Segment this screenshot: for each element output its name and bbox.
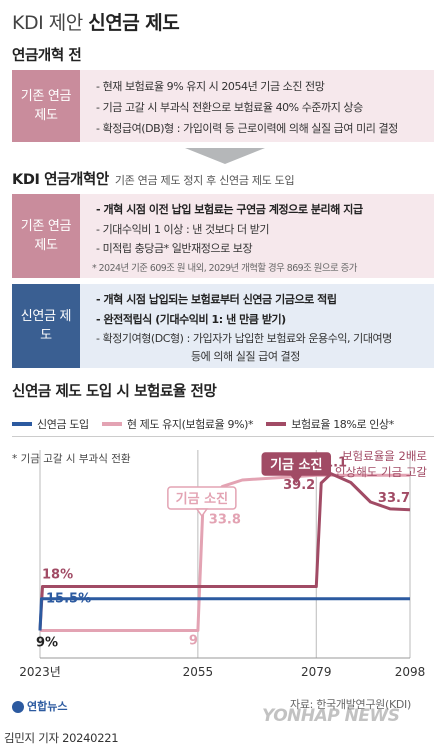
proposal-new-body: - 개혁 시점 납입되는 보험료부터 신연금 기금으로 적립 - 완전적립식 (… <box>82 284 434 368</box>
data-label: 15.5% <box>46 592 91 607</box>
proposal-new-label: 신연금 제도 <box>12 284 80 368</box>
proposal-old-footnote: * 2024년 기준 609조 원 내외, 2029년 개혁할 경우 869조 … <box>92 263 357 274</box>
x-tick-label: 2079 <box>301 665 332 679</box>
proposal-old-line-3: - 미적립 충당금* 일반재정으로 보장 <box>96 242 253 255</box>
brand-logo: 연합뉴스 <box>12 698 67 714</box>
data-label: 18% <box>42 568 73 583</box>
proposal-old-label-text: 기존 연금 제도 <box>20 219 72 253</box>
watermark: YONHAP NEWS <box>262 706 400 726</box>
byline: 김민지 기자 20240221 <box>4 731 119 745</box>
brand-logo-icon <box>12 701 24 713</box>
data-label: 33.7 <box>378 491 410 506</box>
title-prefix: KDI 제안 <box>12 12 83 34</box>
series-line-0 <box>38 597 410 631</box>
legend-label-raise: 보험료율 18%로 인상* <box>291 418 394 431</box>
legend-item-new: 신연금 도입 <box>12 418 89 431</box>
legend-item-keep: 현 제도 유지(보험료율 9%)* <box>101 418 254 431</box>
proposal-note: 기존 연금 제도 정지 후 신연금 제도 도입 <box>114 174 295 187</box>
title-main: 신연금 제도 <box>88 12 180 34</box>
data-label: 9% <box>36 635 58 650</box>
brand-text: 연합뉴스 <box>27 700 68 713</box>
legend-label-keep: 현 제도 유지(보험료율 9%)* <box>126 418 254 431</box>
legend-swatch-keep <box>101 422 122 426</box>
proposal-old-box: 기존 연금 제도 - 개혁 시점 이전 납입 보험료는 구연금 계정으로 분리해… <box>12 194 434 278</box>
chart-note: * 기금 고갈 시 부과식 전환 <box>12 452 131 465</box>
proposal-new-line-4: 등에 의해 실질 급여 결정 <box>191 350 300 363</box>
proposal-heading-text: KDI 연금개혁안 <box>12 172 109 188</box>
source-text: 자료: 한국개발연구원(KDI) <box>290 698 411 711</box>
data-label: 33.8 <box>209 512 241 527</box>
x-tick-label: 2055 <box>183 665 214 679</box>
section-before-heading: 연금개혁 전 <box>12 44 82 65</box>
x-tick-label: 2023년 <box>19 665 61 679</box>
section-proposal-heading: KDI 연금개혁안 기존 연금 제도 정지 후 신연금 제도 도입 <box>12 168 295 189</box>
proposal-old-line-1: - 개혁 시점 이전 납입 보험료는 구연금 계정으로 분리해 지급 <box>96 203 363 216</box>
series-line-2 <box>38 472 411 631</box>
callout-pointer <box>289 474 303 484</box>
before-line-2: - 기금 고갈 시 부과식 전환으로 보험료율 40% 수준까지 상승 <box>96 101 363 114</box>
before-label-text: 기존 연금 제도 <box>20 89 72 123</box>
proposal-old-body: - 개혁 시점 이전 납입 보험료는 구연금 계정으로 분리해 지급 - 기대수… <box>82 194 434 278</box>
proposal-new-line-1: - 개혁 시점 납입되는 보험료부터 신연금 기금으로 적립 <box>96 293 337 306</box>
proposal-old-line-2: - 기대수익비 1 이상 : 낸 것보다 더 받기 <box>96 223 270 236</box>
callout-text: 기금 소진 <box>176 491 228 507</box>
callout-text: 기금 소진 <box>270 457 322 473</box>
before-line-1: - 현재 보험료율 9% 유지 시 2054년 기금 소진 전망 <box>96 80 325 93</box>
data-label: 39.2 <box>283 478 315 493</box>
proposal-old-label: 기존 연금 제도 <box>12 194 80 278</box>
page-title: KDI 제안 신연금 제도 <box>12 8 180 35</box>
down-arrow-icon <box>185 148 265 164</box>
proposal-new-line-3: - 확정기여형(DC형) : 가입자가 납입한 보험료와 운용수익, 기대여명 <box>96 332 392 345</box>
legend-swatch-raise <box>266 422 287 426</box>
callout-pointer <box>195 508 209 518</box>
before-box: 기존 연금 제도 - 현재 보험료율 9% 유지 시 2054년 기금 소진 전… <box>12 70 434 142</box>
annotation-text: 보험료율을 2배로 <box>342 449 427 463</box>
proposal-new-box: 신연금 제도 - 개혁 시점 납입되는 보험료부터 신연금 기금으로 적립 - … <box>12 284 434 368</box>
legend-divider <box>12 436 434 437</box>
chart-area: 2023년 2055 2079 2098 * 기금 고갈 시 부과식 전환 9% 15.5%… <box>12 449 427 679</box>
before-label: 기존 연금 제도 <box>12 70 80 142</box>
before-heading-text: 연금개혁 전 <box>12 48 82 64</box>
legend-item-raise: 보험료율 18%로 인상* <box>266 418 394 431</box>
before-body: - 현재 보험료율 9% 유지 시 2054년 기금 소진 전망 - 기금 고갈… <box>82 70 434 142</box>
chart-heading: 신연금 제도 도입 시 보험료율 전망 <box>12 384 217 400</box>
before-line-3: - 확정급여(DB)형 : 가입이력 등 근로이력에 의해 실질 급여 미리 결… <box>96 122 398 135</box>
annotation-text: 인상해도 기금 고갈 <box>335 465 427 479</box>
x-tick-label: 2098 <box>395 665 426 679</box>
proposal-new-line-2: - 완전적립식 (기대수익비 1: 낸 만큼 받기) <box>96 313 286 326</box>
proposal-new-label-text: 신연금 제도 <box>20 309 72 343</box>
legend-label-new: 신연금 도입 <box>37 418 89 431</box>
chart-legend: 신연금 도입 현 제도 유지(보험료율 9%)* 보험료율 18%로 인상* <box>12 416 434 432</box>
data-label: 9 <box>189 633 198 648</box>
legend-swatch-new <box>12 422 32 426</box>
